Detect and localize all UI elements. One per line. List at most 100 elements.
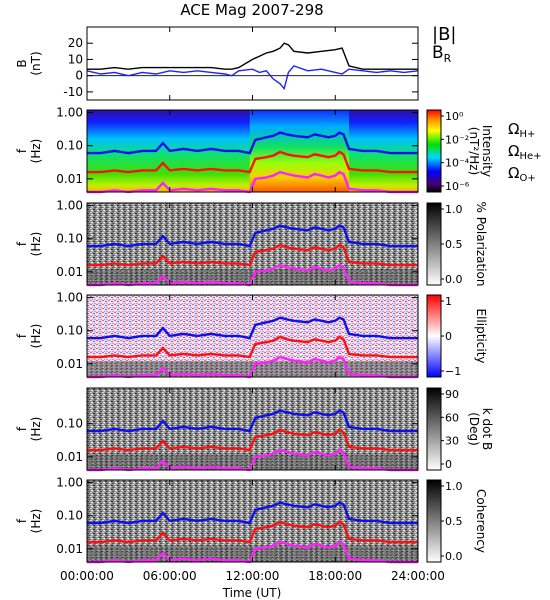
intensity-colorbar-tick-label: 10⁻⁶ (445, 180, 470, 193)
legend: |B| BR ΩH+ ΩHe+ ΩO+ (432, 24, 542, 184)
ellipticity-colorbar-label: Ellipticity (474, 309, 488, 364)
polarization-colorbar-label: % Polarization (474, 202, 488, 287)
intensity-y-label: f(Hz) (15, 139, 43, 164)
intensity-storm-region (249, 110, 350, 192)
series-b-r-line (86, 65, 419, 91)
polarization-panel: 1.0 0.5 0.0 % Polarization 1.00 0.10 0.01 f(Hz) (15, 199, 488, 287)
polarization-colorbar-tick-label: 1.0 (445, 203, 463, 216)
k-dot-b-panel: 90 60 30 0 k dot B(Deg) 0.10 0.01 f(Hz) (15, 387, 494, 472)
intensity-colorbar (426, 109, 442, 193)
polarization-colorbar-tick-label: 0.0 (445, 273, 463, 286)
k-dot-b-colorbar-tick-label: 0 (445, 458, 452, 471)
coherency-colorbar (426, 479, 442, 563)
legend-omega-o: ΩO+ (508, 164, 536, 184)
magnetic-field-y-label-text: B (15, 59, 29, 67)
coherency-y-label-text: f (15, 518, 29, 523)
intensity-colorbar-label-text: Intensity (480, 125, 494, 177)
intensity-y-label-text: f (15, 148, 29, 153)
ellipticity-colorbar-tick-label: −1 (445, 365, 461, 378)
k-dot-b-colorbar-label: k dot B(Deg) (467, 408, 494, 450)
ellipticity-colorbar (426, 294, 442, 378)
intensity-colorbar-tick-label: 10⁻² (445, 133, 469, 146)
intensity-y-tick-label: 0.01 (56, 172, 83, 186)
magnetic-field-y-tick-label: 0 (75, 69, 83, 83)
ellipticity-panel: 1 0 −1 Ellipticity 1.00 0.10 0.01 f(Hz) (15, 291, 488, 379)
ellipticity-o-plus-gyrofrequency-line (87, 355, 418, 379)
magnetic-field-y-unit: (nT) (29, 51, 43, 75)
k-dot-b-colorbar-label-text: k dot B (480, 408, 494, 450)
panels: -1001020B(nT)10⁰10⁻²10⁻⁴10⁻⁶Intensity(nT… (15, 26, 494, 564)
polarization-colorbar-label-text: % Polarization (474, 202, 488, 287)
intensity-panel: 10⁰ 10⁻² 10⁻⁴ 10⁻⁶ Intensity(nT²/Hz) 1.00 0.10… (15, 106, 494, 194)
polarization-y-label-text: f (15, 241, 29, 246)
coherency-y-label: f(Hz) (15, 509, 43, 534)
magnetic-field-y-tick-label: -10 (63, 85, 83, 99)
series-b-total-line (87, 42, 418, 70)
legend-omega-o-symbol: Ω (508, 164, 519, 182)
coherency-h-plus-gyrofrequency-line (87, 501, 418, 525)
x-axis-label: Time (UT) (222, 586, 282, 600)
coherency-colorbar-tick-label: 0.0 (445, 550, 463, 563)
ellipticity-colorbar-tick-label: 0 (445, 330, 452, 343)
x-tick-label: 00:00:00 (60, 569, 114, 583)
k-dot-b-y-tick-label: 0.01 (56, 450, 83, 464)
k-dot-b-h-plus-gyrofrequency-line (87, 409, 418, 433)
ellipticity-y-unit: (Hz) (29, 324, 43, 349)
k-dot-b-colorbar (426, 387, 442, 471)
intensity-colorbar-unit: (nT²/Hz) (467, 127, 481, 175)
legend-omega-h: ΩH+ (508, 120, 535, 140)
legend-omega-he-subscript: He+ (519, 151, 541, 162)
legend-b-r: BR (432, 43, 452, 65)
ellipticity-y-tick-label: 0.10 (56, 324, 83, 338)
intensity-colorbar-tick-label: 10⁰ (445, 110, 464, 123)
chart-title: ACE Mag 2007-298 (180, 1, 323, 19)
ellipticity-he-plus-gyrofrequency-line (87, 335, 418, 359)
polarization-y-tick-label: 0.10 (56, 232, 83, 246)
coherency-colorbar-tick-label: 1.0 (445, 480, 463, 493)
coherency-y-unit: (Hz) (29, 509, 43, 534)
ellipticity-colorbar-tick-label: 1 (445, 295, 452, 308)
ellipticity-y-label: f(Hz) (15, 324, 43, 349)
legend-omega-o-subscript: O+ (519, 173, 535, 184)
k-dot-b-colorbar-tick-label: 60 (445, 411, 459, 424)
polarization-o-plus-gyrofrequency-line (87, 263, 418, 287)
ellipticity-y-tick-label: 1.00 (56, 291, 83, 305)
intensity-y-tick-label: 0.10 (56, 139, 83, 153)
ellipticity-h-plus-gyrofrequency-line (87, 316, 418, 340)
legend-omega-h-symbol: Ω (508, 120, 519, 138)
k-dot-b-y-label: f(Hz) (15, 417, 43, 442)
magnetic-field-y-label: B(nT) (15, 51, 43, 75)
coherency-y-tick-label: 1.00 (56, 476, 83, 490)
k-dot-b-y-label-text: f (15, 426, 29, 431)
polarization-colorbar-tick-label: 0.5 (445, 238, 463, 251)
polarization-y-tick-label: 1.00 (56, 199, 83, 213)
intensity-h-plus-gyrofrequency-line (87, 131, 418, 155)
k-dot-b-y-unit: (Hz) (29, 417, 43, 442)
intensity-he-plus-gyrofrequency-line (87, 150, 418, 174)
legend-omega-h-subscript: H+ (519, 129, 535, 140)
ellipticity-colorbar-label-text: Ellipticity (474, 309, 488, 364)
k-dot-b-colorbar-unit: (Deg) (467, 412, 481, 446)
coherency-he-plus-gyrofrequency-line (87, 520, 418, 544)
k-dot-b-o-plus-gyrofrequency-line (87, 448, 418, 472)
legend-b-r-subscript: R (444, 52, 452, 65)
x-tick-label: 24:00:00 (391, 569, 445, 583)
polarization-y-unit: (Hz) (29, 232, 43, 257)
ellipticity-y-tick-label: 0.01 (56, 357, 83, 371)
intensity-colorbar-label: Intensity(nT²/Hz) (467, 125, 494, 177)
coherency-y-tick-label: 0.10 (56, 509, 83, 523)
polarization-y-label: f(Hz) (15, 232, 43, 257)
legend-b-r-text: B (432, 43, 444, 63)
polarization-he-plus-gyrofrequency-line (87, 243, 418, 267)
legend-b-total: |B| (432, 24, 456, 45)
ellipticity-y-label-text: f (15, 333, 29, 338)
legend-omega-he: ΩHe+ (508, 142, 542, 162)
polarization-y-tick-label: 0.01 (56, 265, 83, 279)
x-axis: 00:00:00 06:00:00 12:00:00 18:00:00 24:00:00 (60, 569, 445, 583)
coherency-colorbar-label-text: Coherency (474, 489, 488, 553)
x-tick-label: 06:00:00 (143, 569, 197, 583)
intensity-y-unit: (Hz) (29, 139, 43, 164)
coherency-colorbar-tick-label: 0.5 (445, 515, 463, 528)
k-dot-b-y-tick-label: 0.10 (56, 417, 83, 431)
